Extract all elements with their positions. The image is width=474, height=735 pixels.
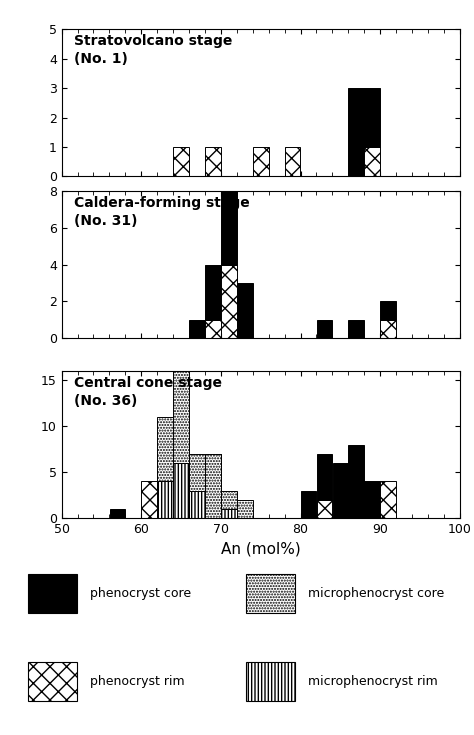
- Text: Caldera-forming stage
(No. 31): Caldera-forming stage (No. 31): [73, 196, 249, 228]
- Bar: [157, 454, 173, 518]
- Bar: [221, 491, 237, 509]
- Bar: [173, 463, 189, 518]
- Bar: [348, 88, 364, 176]
- Bar: [205, 147, 221, 176]
- Bar: [253, 147, 268, 176]
- Bar: [205, 454, 221, 518]
- Bar: [285, 147, 301, 176]
- Bar: [173, 147, 189, 176]
- Bar: [221, 500, 237, 518]
- Bar: [189, 491, 205, 518]
- Text: Stratovolcano stage
(No. 1): Stratovolcano stage (No. 1): [73, 34, 232, 66]
- Bar: [246, 574, 295, 613]
- Bar: [109, 509, 125, 518]
- Bar: [246, 662, 295, 701]
- Bar: [348, 320, 364, 338]
- X-axis label: An (mol%): An (mol%): [221, 542, 301, 556]
- Bar: [365, 147, 380, 176]
- Text: microphenocryst core: microphenocryst core: [308, 587, 445, 600]
- Text: phenocryst rim: phenocryst rim: [90, 675, 184, 688]
- Bar: [317, 454, 332, 500]
- Text: microphenocryst rim: microphenocryst rim: [308, 675, 438, 688]
- Bar: [237, 500, 253, 518]
- Bar: [365, 88, 380, 147]
- Bar: [189, 463, 205, 518]
- Bar: [317, 320, 332, 338]
- Bar: [157, 481, 173, 518]
- Text: phenocryst core: phenocryst core: [90, 587, 191, 600]
- Bar: [380, 301, 396, 320]
- Bar: [141, 481, 157, 518]
- Bar: [189, 454, 205, 491]
- Bar: [157, 417, 173, 481]
- Text: Central cone stage
(No. 36): Central cone stage (No. 36): [73, 376, 221, 408]
- Bar: [301, 491, 316, 518]
- Bar: [205, 320, 221, 338]
- Bar: [380, 481, 396, 518]
- Bar: [237, 283, 253, 338]
- Bar: [173, 325, 189, 463]
- Bar: [380, 320, 396, 338]
- Bar: [317, 500, 332, 518]
- Bar: [221, 191, 237, 265]
- Bar: [205, 454, 221, 518]
- Bar: [221, 509, 237, 518]
- Bar: [189, 320, 205, 338]
- Bar: [333, 463, 348, 518]
- Bar: [348, 445, 364, 518]
- Bar: [27, 574, 77, 613]
- Bar: [221, 265, 237, 338]
- Bar: [27, 662, 77, 701]
- Bar: [173, 445, 189, 518]
- Bar: [205, 265, 221, 320]
- Bar: [365, 481, 380, 518]
